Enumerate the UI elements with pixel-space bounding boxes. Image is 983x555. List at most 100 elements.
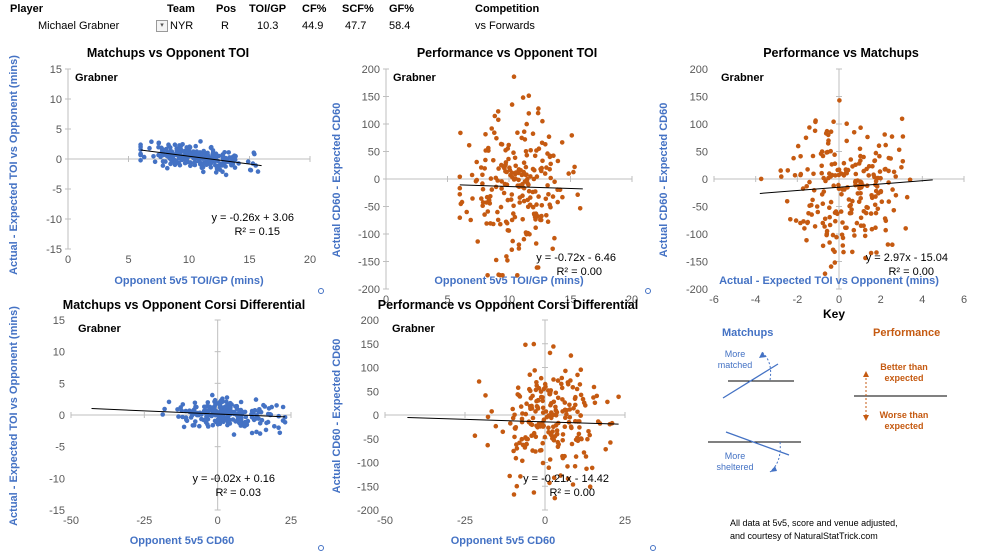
data-point xyxy=(827,171,832,176)
data-point xyxy=(181,155,187,161)
data-point xyxy=(831,119,836,124)
data-point xyxy=(815,209,821,215)
chart-resize-handle[interactable] xyxy=(650,545,656,551)
data-point xyxy=(832,249,837,255)
y-tick-label: -10 xyxy=(46,214,62,226)
data-point xyxy=(225,417,231,423)
player-label: Grabner xyxy=(75,72,119,84)
data-point xyxy=(813,118,818,123)
data-point xyxy=(552,179,557,185)
data-point xyxy=(871,172,876,177)
data-point xyxy=(493,423,499,429)
data-point xyxy=(858,215,864,221)
key-sheltered-line xyxy=(725,431,790,456)
x-tick-label: 25 xyxy=(619,515,631,527)
data-point xyxy=(499,186,504,191)
data-point xyxy=(560,432,566,437)
data-point xyxy=(862,227,868,233)
data-point xyxy=(547,480,552,486)
data-point xyxy=(569,133,575,138)
data-point xyxy=(853,171,859,177)
data-point xyxy=(480,200,486,205)
chart-performance-vs-opponent-corsi: Performance vs Opponent Corsi Differenti… xyxy=(331,298,638,547)
data-point xyxy=(531,341,537,347)
data-point xyxy=(216,166,221,172)
data-point xyxy=(149,139,154,144)
player-name: Michael Grabner xyxy=(38,20,120,32)
data-point xyxy=(896,147,902,153)
x-tick-label: 25 xyxy=(285,515,297,527)
data-point xyxy=(560,453,565,459)
data-point xyxy=(586,429,591,434)
data-point xyxy=(533,241,539,246)
data-point xyxy=(570,385,576,390)
data-point xyxy=(483,393,488,398)
data-point xyxy=(514,483,520,489)
data-point xyxy=(228,400,233,406)
y-tick-label: 200 xyxy=(690,64,708,76)
data-point xyxy=(548,161,553,167)
data-point xyxy=(858,153,863,159)
data-point xyxy=(820,201,826,206)
data-point xyxy=(233,419,238,424)
data-point xyxy=(174,146,179,151)
data-point xyxy=(535,265,541,270)
data-point xyxy=(243,414,249,420)
data-point xyxy=(525,197,530,203)
y-tick-label: 0 xyxy=(374,174,380,186)
data-point xyxy=(499,179,504,184)
data-point xyxy=(568,424,574,429)
player-dropdown-icon[interactable]: ▾ xyxy=(156,20,168,32)
data-point xyxy=(523,411,529,417)
trendline xyxy=(140,149,262,167)
data-point xyxy=(848,157,854,162)
data-point xyxy=(555,158,561,164)
data-point xyxy=(877,169,883,174)
data-point xyxy=(198,139,203,144)
data-point xyxy=(470,196,475,201)
data-point xyxy=(212,397,218,403)
data-point xyxy=(209,405,215,410)
data-point xyxy=(828,129,834,134)
data-point xyxy=(215,401,221,406)
data-point xyxy=(907,177,913,183)
data-point xyxy=(520,95,526,100)
data-point xyxy=(578,367,584,372)
data-point xyxy=(827,205,832,210)
data-point xyxy=(805,167,810,172)
data-point xyxy=(838,209,844,214)
data-point xyxy=(519,416,525,422)
data-point xyxy=(578,436,584,441)
data-point xyxy=(480,172,485,178)
data-point xyxy=(224,399,229,405)
data-point xyxy=(810,153,816,159)
data-point xyxy=(541,386,547,392)
y-tick-label: -100 xyxy=(686,229,708,241)
data-point xyxy=(844,121,849,126)
data-point xyxy=(212,162,218,168)
data-point xyxy=(457,185,463,191)
data-point xyxy=(568,378,573,383)
data-point xyxy=(517,195,523,200)
chart-resize-handle[interactable] xyxy=(318,545,324,551)
data-point xyxy=(156,140,161,146)
regression-equation: y = -0.26x + 3.06 xyxy=(211,212,294,224)
data-point xyxy=(605,399,610,405)
data-point xyxy=(480,186,486,192)
data-point xyxy=(874,184,880,189)
chart-resize-handle[interactable] xyxy=(645,288,651,294)
data-point xyxy=(201,169,206,175)
y-tick-label: 10 xyxy=(53,347,65,359)
data-point xyxy=(571,406,576,411)
data-point xyxy=(495,209,500,215)
data-point xyxy=(608,440,613,445)
data-point xyxy=(511,203,516,209)
data-point xyxy=(803,135,809,141)
chart-resize-handle[interactable] xyxy=(318,288,324,294)
data-point xyxy=(852,233,857,238)
data-point xyxy=(840,243,846,248)
data-point xyxy=(562,424,568,429)
data-point xyxy=(587,484,593,489)
data-point xyxy=(527,202,533,208)
data-point xyxy=(522,445,528,450)
